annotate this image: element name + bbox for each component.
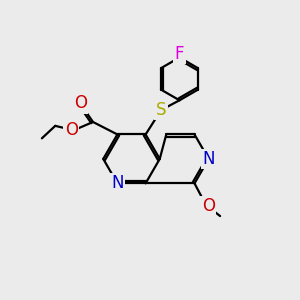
Text: S: S xyxy=(156,101,166,119)
Text: N: N xyxy=(202,150,215,168)
Text: F: F xyxy=(175,45,184,63)
Text: O: O xyxy=(202,197,215,215)
Text: N: N xyxy=(111,174,124,192)
Text: O: O xyxy=(74,94,87,112)
Text: O: O xyxy=(65,121,78,139)
